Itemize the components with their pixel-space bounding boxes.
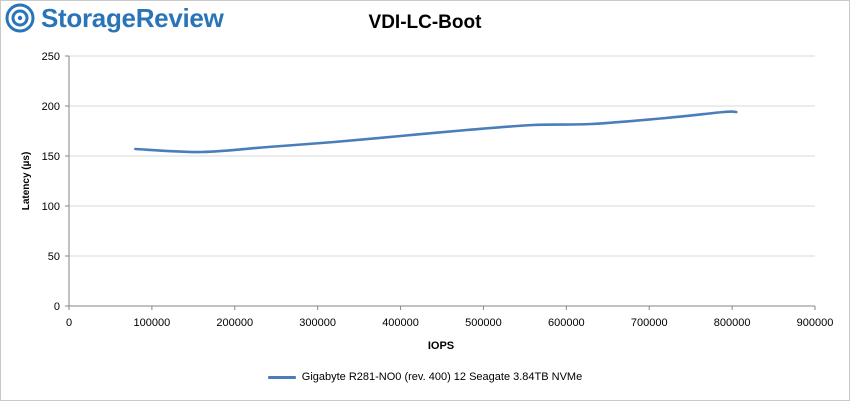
chart-title: VDI-LC-Boot bbox=[368, 12, 482, 33]
legend-label: Gigabyte R281-NO0 (rev. 400) 12 Seagate … bbox=[301, 371, 583, 383]
x-tick-label: 800000 bbox=[714, 317, 751, 329]
y-tick-label: 100 bbox=[42, 201, 60, 213]
x-tick-label: 400000 bbox=[382, 317, 419, 329]
axes bbox=[65, 55, 816, 310]
x-tick-label: 500000 bbox=[465, 317, 502, 329]
gridlines bbox=[69, 55, 815, 257]
y-tick-label: 0 bbox=[54, 301, 60, 313]
logo: StorageReview bbox=[5, 3, 224, 33]
series-line-0 bbox=[134, 110, 738, 154]
x-tick-label: 300000 bbox=[299, 317, 336, 329]
legend-swatch bbox=[267, 375, 296, 379]
storagereview-logo-icon bbox=[5, 3, 35, 33]
x-tick-label: 100000 bbox=[134, 317, 171, 329]
x-tick-label: 0 bbox=[66, 317, 72, 329]
x-tick-label: 600000 bbox=[548, 317, 585, 329]
y-tick-label: 150 bbox=[42, 151, 60, 163]
y-tick-label: 250 bbox=[42, 51, 60, 63]
x-tick-label: 700000 bbox=[631, 317, 668, 329]
x-tick-label: 200000 bbox=[216, 317, 253, 329]
y-tick-labels: 0 50 100 150 200 250 bbox=[42, 51, 60, 313]
y-axis-label: Latency (µs) bbox=[21, 152, 32, 211]
x-axis-label: IOPS bbox=[428, 340, 454, 352]
x-tick-labels: 0 100000 200000 300000 400000 500000 600000 700… bbox=[66, 317, 833, 329]
y-tick-label: 200 bbox=[42, 101, 60, 113]
logo-text: StorageReview bbox=[41, 3, 224, 33]
legend: Gigabyte R281-NO0 (rev. 400) 12 Seagate … bbox=[0, 371, 850, 383]
series-lines bbox=[134, 110, 738, 154]
y-tick-label: 50 bbox=[48, 251, 60, 263]
x-tick-label: 900000 bbox=[797, 317, 834, 329]
